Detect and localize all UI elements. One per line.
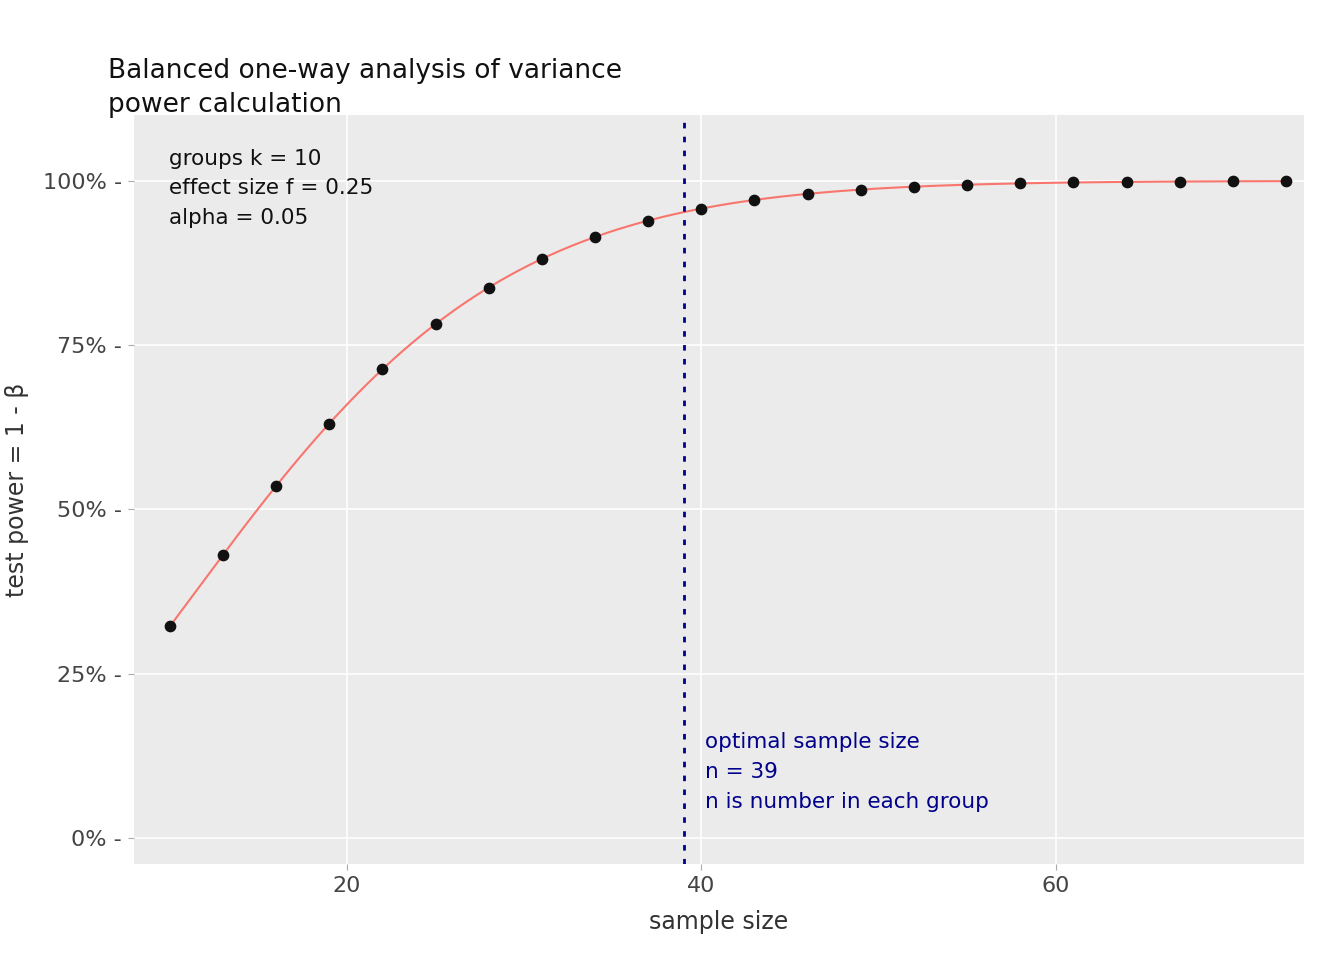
Text: Balanced one-way analysis of variance
power calculation: Balanced one-way analysis of variance po… [108,58,621,118]
Point [743,192,765,207]
Point [1063,175,1085,190]
Y-axis label: test power = 1 - β: test power = 1 - β [5,382,28,597]
Point [372,362,394,377]
Point [1169,174,1191,189]
Text: groups k = 10
effect size f = 0.25
alpha = 0.05: groups k = 10 effect size f = 0.25 alpha… [169,149,374,228]
Point [849,181,871,197]
Point [478,280,500,296]
Point [797,186,818,202]
Point [637,213,659,228]
Point [585,229,606,245]
Point [425,317,446,332]
Point [319,416,340,431]
Point [691,201,712,216]
Point [1116,174,1137,189]
Point [265,478,286,493]
Point [159,618,180,634]
Point [1009,176,1031,191]
Point [1222,174,1243,189]
Point [903,179,925,194]
Point [1275,174,1297,189]
X-axis label: sample size: sample size [649,910,789,934]
Text: optimal sample size
n = 39
n is number in each group: optimal sample size n = 39 n is number i… [704,732,989,811]
Point [212,547,234,563]
Point [531,252,552,267]
Point [957,177,978,192]
